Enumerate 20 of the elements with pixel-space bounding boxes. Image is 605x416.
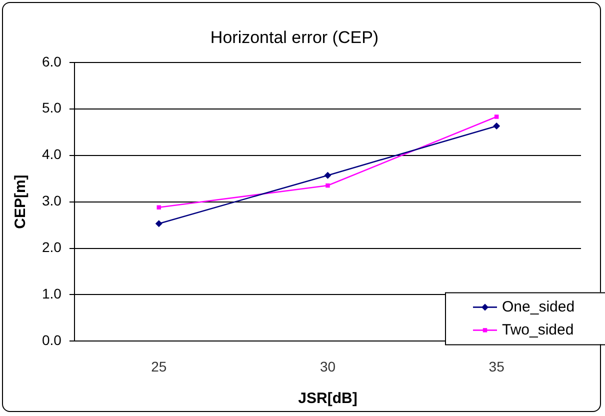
y-tick-label: 0.0 — [42, 332, 62, 348]
x-tick-label: 30 — [320, 358, 336, 374]
point — [326, 183, 330, 188]
point — [494, 114, 499, 119]
point — [155, 220, 162, 228]
x-tick-label: 35 — [488, 358, 505, 374]
y-axis-title: CEP[m] — [12, 174, 30, 229]
chart-title: Horizontal error (CEP) — [210, 28, 379, 47]
x-axis-title: JSR[dB] — [298, 390, 358, 408]
y-tick-label: 3.0 — [42, 192, 62, 209]
x-tick-label: 25 — [151, 358, 167, 374]
legend-label: One_sided — [502, 298, 575, 316]
legend-label: Two_sided — [502, 321, 574, 338]
y-tick-label: 6.0 — [42, 53, 62, 70]
point — [493, 122, 500, 130]
y-tick-label: 2.0 — [42, 239, 62, 256]
y-tick-label: 4.0 — [42, 146, 62, 162]
y-tick-label: 5.0 — [42, 100, 62, 116]
y-tick-label: 1.0 — [42, 286, 62, 302]
point — [324, 172, 332, 179]
